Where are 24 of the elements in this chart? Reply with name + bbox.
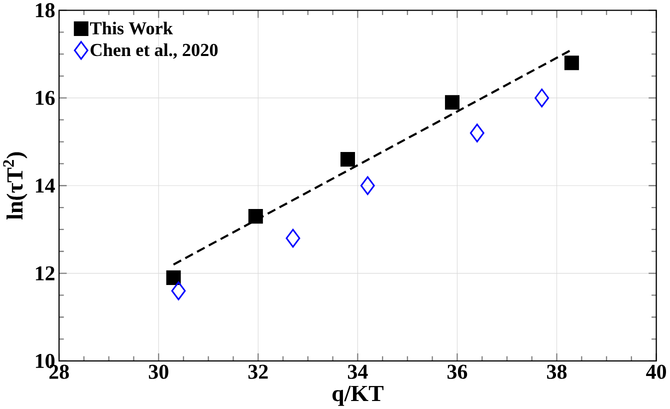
x-tick-label: 36 (448, 364, 468, 379)
point (286, 228, 300, 248)
point (171, 281, 186, 300)
x-tick-label: 30 (148, 364, 168, 379)
point (534, 88, 550, 108)
y-axis-title: ln(τT$^{2}$) (3, 152, 28, 220)
y-tick-label: 16 (36, 90, 55, 105)
x-tick-label: 38 (547, 364, 567, 379)
point (564, 56, 579, 70)
x-axis-title: q/KT (332, 386, 384, 406)
point (248, 209, 263, 224)
legend-label: This Work (90, 22, 173, 35)
y-tick-label: 18 (36, 3, 55, 18)
y-tick-label: 12 (36, 266, 54, 280)
y-tick-label: 14 (36, 178, 55, 193)
point (360, 176, 375, 195)
point (444, 95, 460, 110)
point (470, 124, 484, 142)
point (166, 270, 181, 285)
x-tick-label: 34 (348, 364, 368, 379)
x-tick-label: 32 (248, 364, 268, 379)
point (340, 152, 355, 167)
x-tick-label: 40 (646, 364, 666, 379)
legend-label: Chen et al., 2020 (90, 43, 218, 59)
